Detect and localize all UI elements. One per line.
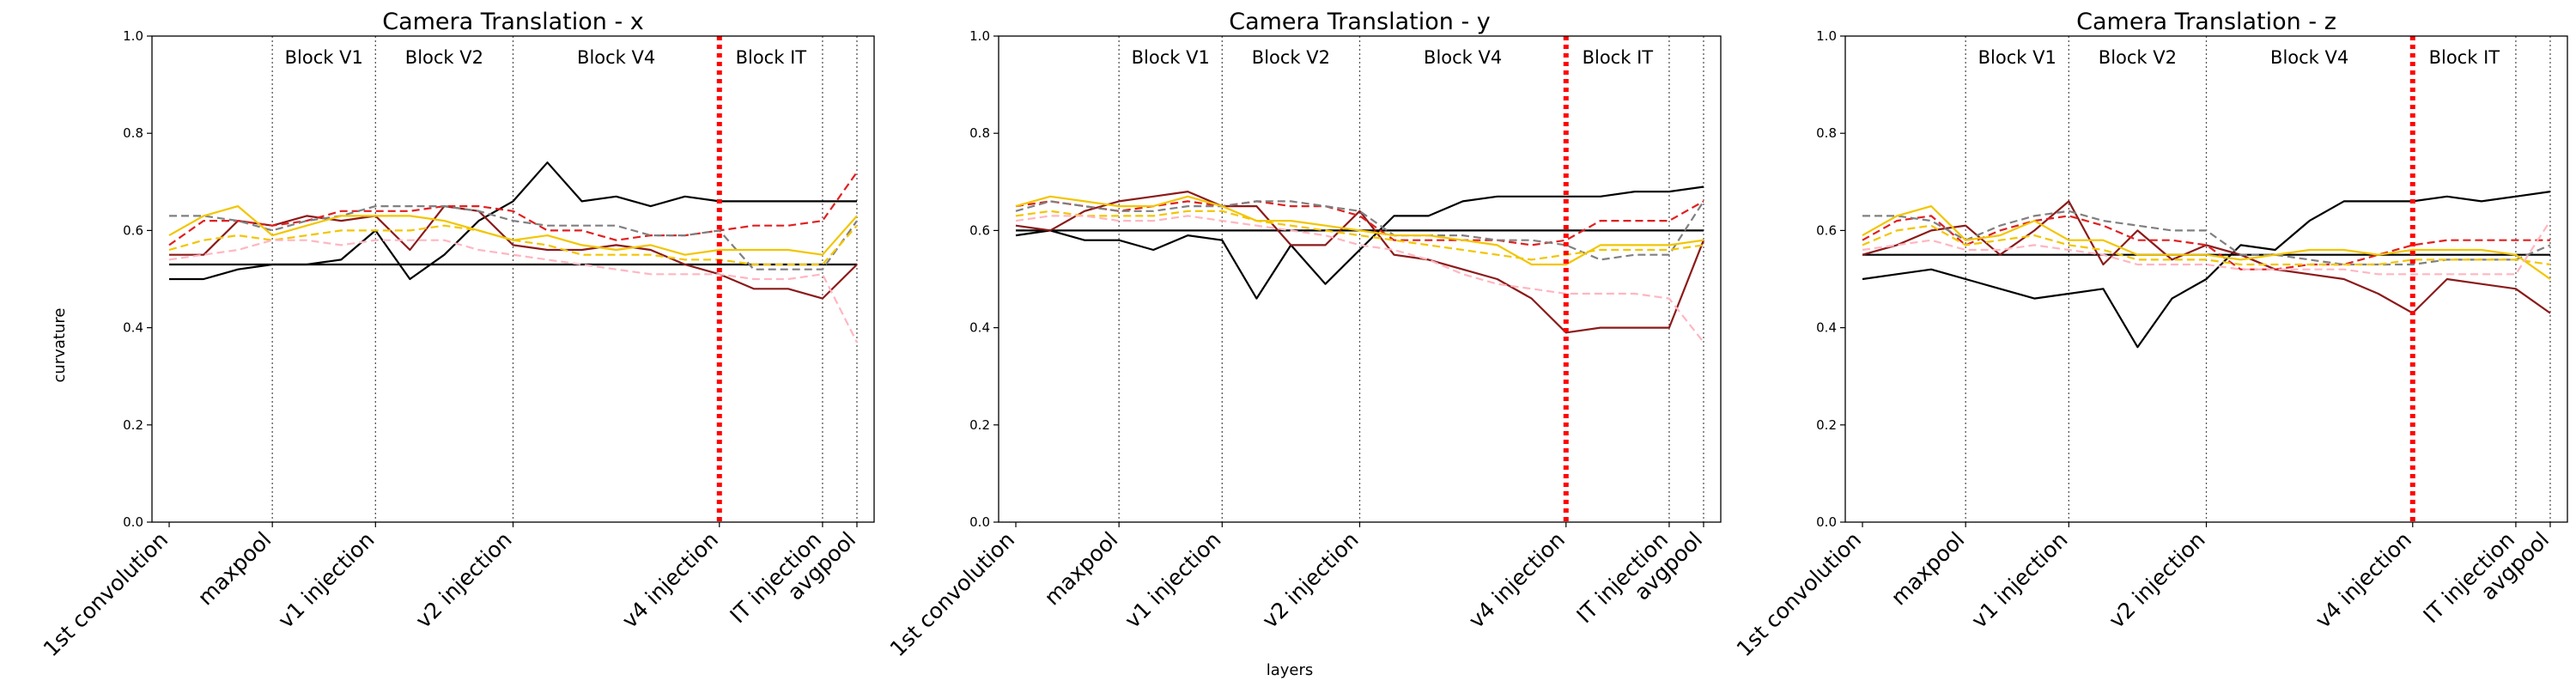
y-tick-label: 0.4 [969, 320, 990, 336]
x-tick-label: v2 injection [410, 527, 516, 633]
series-line-5 [1862, 210, 2551, 266]
y-tick-label: 0.2 [1816, 417, 1837, 433]
x-tick-label: v1 injection [273, 527, 379, 633]
series-line-6 [1862, 205, 2551, 280]
chart-title: Camera Translation - z [2076, 9, 2336, 35]
block-label: Block V4 [1424, 47, 1502, 68]
chart-panel-3: Camera Translation - z 0.0 0.2 0.4 0.6 0.8 1.0… [1732, 9, 2568, 662]
y-tick-label: 0.4 [1816, 320, 1837, 336]
series-line-2 [169, 161, 857, 281]
series-line-7 [168, 224, 858, 266]
y-tick-label: 0.8 [123, 125, 143, 141]
series-line-4 [168, 171, 858, 246]
chart-panel-2: Camera Translation - y 0.0 0.2 0.4 0.6 0.8 1.0… [885, 9, 1722, 662]
chart-title: Camera Translation - x [382, 9, 644, 35]
figure-xlabel: layers [1267, 661, 1314, 679]
y-tick-label: 0.6 [123, 222, 143, 238]
x-tick-label: v4 injection [617, 527, 723, 633]
block-label: Block V2 [405, 47, 483, 68]
series-line-7 [1015, 210, 1704, 261]
series-line-3 [169, 205, 858, 300]
series-line-2 [1015, 185, 1704, 300]
block-label: Block V2 [1252, 47, 1330, 68]
y-tick-label: 0.6 [1816, 222, 1837, 238]
series-line-2 [1862, 191, 2551, 349]
y-tick-label: 0.2 [969, 417, 990, 433]
block-label: Block IT [1583, 47, 1654, 68]
y-tick-label: 0.0 [123, 514, 143, 530]
y-tick-label: 1.0 [969, 28, 990, 44]
x-tick-label: v1 injection [1966, 527, 2072, 633]
block-label: Block IT [2429, 47, 2500, 68]
x-tick-label: 1st convolution [1732, 527, 1867, 662]
y-tick-label: 1.0 [123, 28, 143, 44]
y-tick-label: 0.0 [1816, 514, 1837, 530]
chart-panel-1: Camera Translation - x 0.0 0.2 0.4 0.6 0.8 1.0… [39, 9, 875, 662]
x-tick-label: 1st convolution [39, 527, 173, 662]
chart-title: Camera Translation - y [1229, 9, 1491, 35]
x-tick-label: v1 injection [1120, 527, 1225, 633]
y-tick-label: 0.0 [969, 514, 990, 530]
x-tick-label: v4 injection [1464, 527, 1570, 633]
x-tick-label: 1st convolution [885, 527, 1020, 662]
block-label: Block V4 [577, 47, 655, 68]
series-line-4 [1015, 200, 1704, 246]
series-line-5 [169, 205, 858, 271]
series-line-8 [1862, 220, 2551, 276]
x-tick-label: maxpool [193, 527, 276, 611]
block-label: Block V4 [2270, 47, 2348, 68]
block-label: Block V2 [2099, 47, 2177, 68]
series-line-7 [1862, 224, 2551, 266]
block-label: Block V1 [1132, 47, 1210, 68]
x-tick-label: maxpool [1040, 527, 1123, 611]
x-tick-label: v4 injection [2311, 527, 2416, 633]
y-tick-label: 1.0 [1816, 28, 1837, 44]
series-line-3 [1015, 191, 1705, 334]
y-tick-label: 0.2 [123, 417, 143, 433]
series-line-8 [1015, 215, 1704, 344]
x-tick-label: maxpool [1886, 527, 1970, 611]
x-tick-label: v2 injection [2104, 527, 2209, 633]
block-label: Block V1 [1978, 47, 2057, 68]
y-tick-label: 0.6 [969, 222, 990, 238]
y-tick-label: 0.8 [1816, 125, 1837, 141]
series-line-8 [168, 239, 858, 344]
y-tick-label: 0.4 [123, 320, 143, 336]
x-tick-label: v2 injection [1257, 527, 1363, 633]
y-tick-label: 0.8 [969, 125, 990, 141]
block-label: Block IT [736, 47, 807, 68]
figure-ylabel: curvature [51, 308, 69, 383]
block-label: Block V1 [285, 47, 363, 68]
